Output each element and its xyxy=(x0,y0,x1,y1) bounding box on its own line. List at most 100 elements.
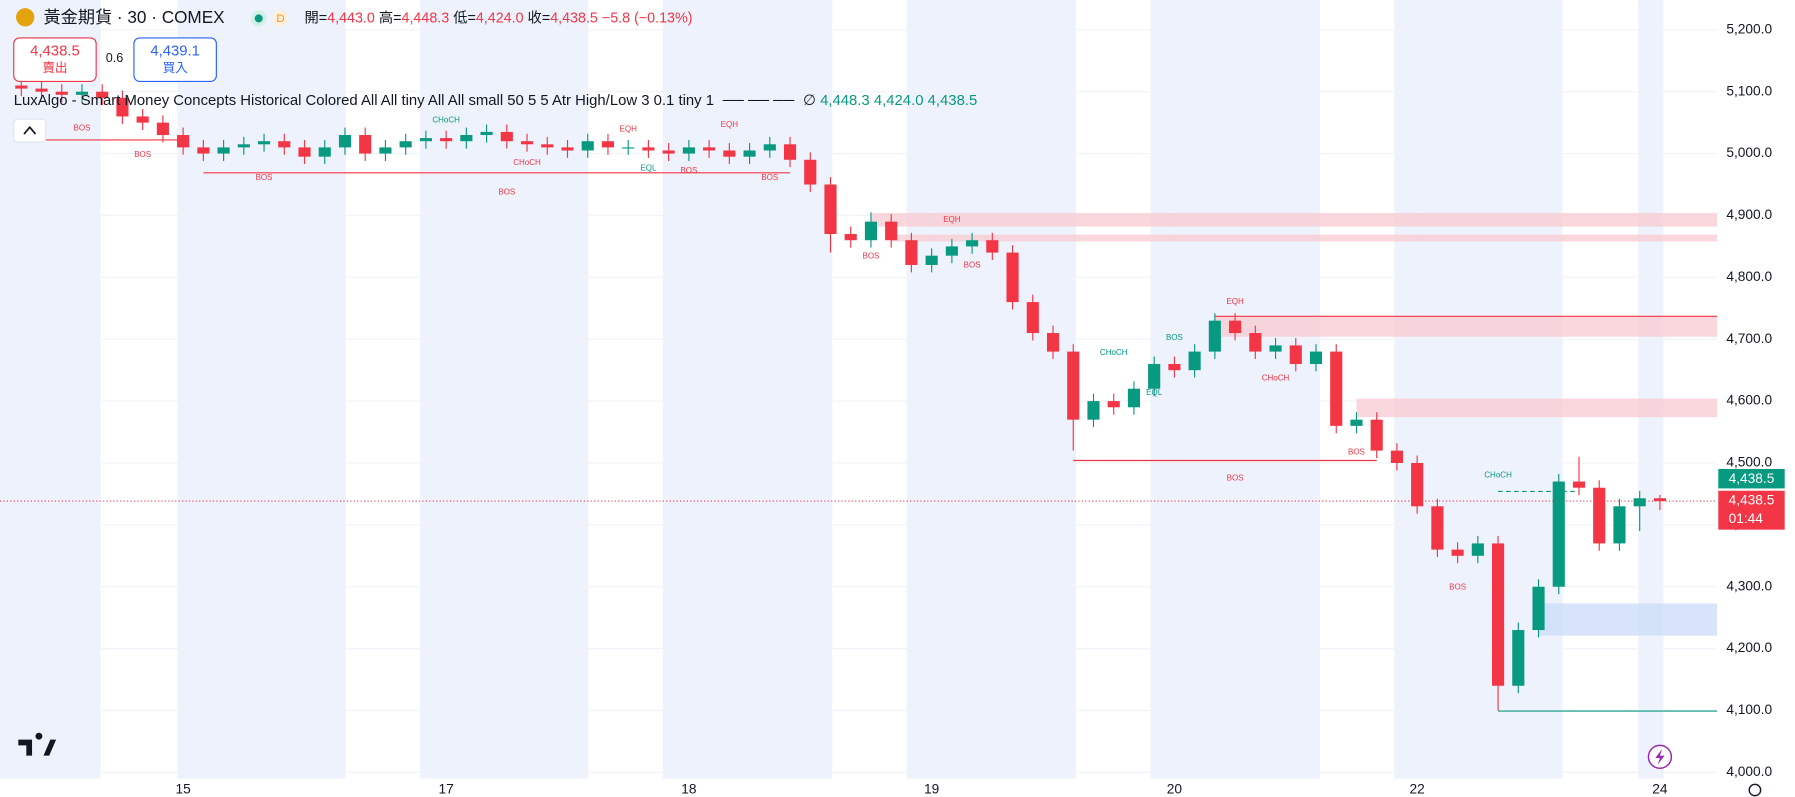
annotation: EQH xyxy=(943,215,961,224)
buy-label[interactable]: 買入 xyxy=(163,61,189,75)
ohlc-label: 收= xyxy=(528,9,551,26)
candle-body xyxy=(116,97,129,117)
annotation: EQH xyxy=(1226,297,1244,306)
lightning-icon[interactable] xyxy=(1655,748,1665,765)
candle-body xyxy=(541,144,554,148)
spread: 0.6 xyxy=(106,51,124,65)
candle-body xyxy=(1390,450,1403,463)
indicator-symbol: ∅ xyxy=(803,93,816,109)
indicator-value: 4,438.5 xyxy=(928,93,978,109)
annotation: CHoCH xyxy=(1100,348,1128,357)
status-dot xyxy=(254,14,263,23)
candle-body xyxy=(237,144,250,148)
buy-button[interactable]: 4,439.1 買入 xyxy=(133,37,217,82)
settings-button[interactable] xyxy=(1748,783,1762,797)
annotation: BOS xyxy=(498,188,515,197)
price-labels: 4,438.5 4,438.5 01:44 xyxy=(1718,468,1785,530)
candle-body xyxy=(581,141,594,151)
annotation: EQH xyxy=(721,120,739,129)
change: −5.8 (−0.13%) xyxy=(602,10,693,26)
session-band xyxy=(662,0,833,779)
sell-button[interactable]: 4,438.5 賣出 xyxy=(13,37,97,82)
session-band xyxy=(1394,0,1563,779)
candle-body xyxy=(986,240,999,253)
annotation: BOS xyxy=(1348,448,1365,457)
candle-body xyxy=(480,131,493,136)
logo[interactable] xyxy=(18,732,57,756)
candle-body xyxy=(1653,498,1666,502)
annotation: BOS xyxy=(761,173,778,182)
x-tick-label: 24 xyxy=(1652,782,1668,797)
candle-body xyxy=(520,141,534,145)
annotation: BOS xyxy=(964,261,981,270)
candle-body xyxy=(1350,419,1363,426)
x-tick-label: 15 xyxy=(175,782,191,797)
lightning-button[interactable] xyxy=(1647,744,1673,770)
ohlc-label: 低= xyxy=(453,9,476,26)
candle-body xyxy=(925,255,938,265)
annotation: BOS xyxy=(862,251,879,260)
collapse-arrow[interactable] xyxy=(23,125,37,135)
candle-body xyxy=(75,91,89,95)
candle-body xyxy=(1431,506,1444,550)
y-tick-label: 5,000.0 xyxy=(1726,145,1772,160)
candle-body xyxy=(379,147,392,154)
annotation: CHoCH xyxy=(513,158,541,167)
candle-body xyxy=(96,91,109,98)
annotation: EQH xyxy=(620,125,638,134)
x-tick-label: 17 xyxy=(438,782,453,797)
candle-body xyxy=(1107,401,1120,408)
candle-body xyxy=(318,147,331,157)
session-band xyxy=(177,0,346,779)
collapse-button[interactable] xyxy=(13,118,47,143)
zone xyxy=(870,212,1718,227)
annotation: BOS xyxy=(256,173,273,182)
y-tick-label: 4,500.0 xyxy=(1726,455,1772,470)
candle-body xyxy=(399,141,412,148)
candle-body xyxy=(136,116,149,123)
delay-letter: D xyxy=(276,13,284,25)
candle-body xyxy=(1067,351,1080,420)
candle-body xyxy=(966,240,979,247)
zone xyxy=(1356,398,1718,418)
countdown: 01:44 xyxy=(1729,511,1764,526)
ohlc-value: 4,443.0 xyxy=(327,10,375,26)
candle-body xyxy=(15,85,28,89)
buy-price[interactable]: 4,439.1 xyxy=(150,44,200,60)
candle-body xyxy=(1552,481,1565,587)
candle-body xyxy=(824,184,837,235)
settings-icon[interactable] xyxy=(1748,783,1762,797)
candle-body xyxy=(662,150,675,154)
buy-box[interactable] xyxy=(133,37,217,82)
candle-body xyxy=(1188,351,1201,371)
candle-body xyxy=(1269,345,1282,352)
y-tick-label: 4,800.0 xyxy=(1726,269,1772,284)
candle-body xyxy=(682,147,695,154)
symbol: 黃金期貨 · 30 · COMEX xyxy=(44,7,226,27)
annotation: BOS xyxy=(1449,582,1466,591)
candle-body xyxy=(460,135,473,142)
y-tick-label: 4,900.0 xyxy=(1726,207,1772,222)
y-tick-label: 4,100.0 xyxy=(1726,702,1772,717)
zone xyxy=(891,234,1718,242)
candle-body xyxy=(1229,320,1242,334)
sell-label[interactable]: 賣出 xyxy=(42,60,67,75)
candle-body xyxy=(298,147,311,157)
delay-icon xyxy=(272,10,289,27)
candle-body xyxy=(885,221,898,241)
candle-body xyxy=(864,221,878,241)
candle-body xyxy=(1208,320,1221,352)
sell-price[interactable]: 4,438.5 xyxy=(30,44,80,60)
collapse-box[interactable] xyxy=(13,118,47,143)
zones xyxy=(870,212,1718,636)
candle-body xyxy=(217,147,230,154)
y-tick-label: 4,700.0 xyxy=(1726,331,1772,346)
candle-body xyxy=(359,135,372,154)
bid-label: 4,438.5 xyxy=(1729,471,1775,486)
sell-box[interactable] xyxy=(13,37,97,82)
candle-body xyxy=(1492,543,1505,686)
annotation: BOS xyxy=(74,123,91,132)
annotation: CHoCH xyxy=(1262,373,1290,382)
candle-body xyxy=(1026,302,1039,334)
